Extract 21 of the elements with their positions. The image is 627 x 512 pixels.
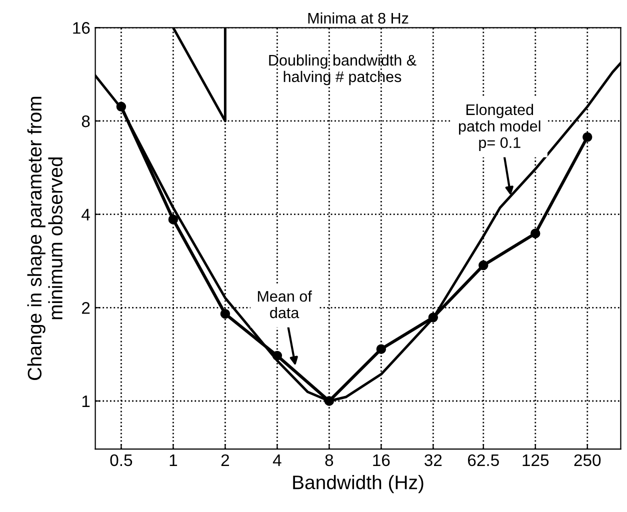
y-tick-label: 1 xyxy=(82,396,90,408)
y-axis-title: Change in shape parameter from minimum observed xyxy=(27,96,63,380)
annotation: Mean of data xyxy=(258,290,312,318)
x-axis-title: Bandwidth (Hz) xyxy=(293,474,424,494)
y-tick-label: 8 xyxy=(82,115,90,128)
x-tick-label: 250 xyxy=(574,454,601,466)
y-tick-label: 16 xyxy=(73,22,90,34)
chart-title: Minima at 8 Hz xyxy=(308,12,408,24)
x-tick-label: 32 xyxy=(424,454,442,466)
x-tick-label: 8 xyxy=(325,454,334,466)
x-tick-label: 1 xyxy=(170,454,178,466)
x-tick-label: 16 xyxy=(373,454,390,466)
x-tick-label: 4 xyxy=(272,454,282,466)
y-tick-label: 4 xyxy=(82,208,90,220)
annotation: Doubling bandwidth & halving # patches xyxy=(269,54,416,86)
y-tick-label: 2 xyxy=(82,302,90,314)
x-tick-label: 62.5 xyxy=(468,454,499,466)
x-tick-label: 2 xyxy=(221,454,229,466)
x-tick-label: 125 xyxy=(522,454,549,466)
annotation: Elongated patch model p= 0.1 xyxy=(459,104,540,152)
x-tick-label: 0.5 xyxy=(110,454,132,466)
